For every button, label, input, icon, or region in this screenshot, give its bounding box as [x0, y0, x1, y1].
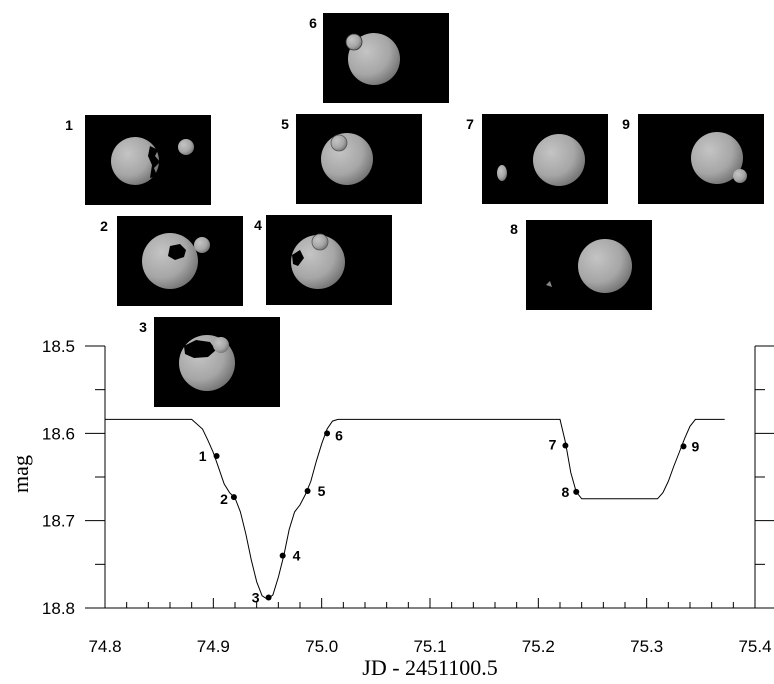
eclipse-shadow	[184, 340, 216, 358]
primary-sphere	[111, 137, 159, 185]
y-tick-label: 18.5	[42, 337, 75, 356]
eclipse-shadow	[168, 244, 186, 260]
x-tick-label: 75.2	[522, 637, 555, 656]
secondary-sphere	[546, 281, 552, 287]
phase-panel-label: 7	[466, 116, 474, 132]
phase-panel-8: 8	[510, 220, 652, 310]
phase-panel-label: 1	[65, 117, 73, 133]
eclipse-shadow	[148, 146, 160, 178]
phase-panel-9: 9	[622, 114, 764, 204]
tick-labels: 74.8 74.9 75.0 75.1 75.2 75.3 75.4 18.5 18.6 18.7…	[42, 337, 772, 656]
primary-sphere	[291, 235, 345, 289]
phase-panel-2: 2	[100, 216, 243, 306]
light-curve-line	[105, 418, 725, 600]
phase-point-1	[213, 453, 220, 460]
phase-point-label: 3	[252, 590, 260, 606]
phase-point-4	[279, 552, 286, 559]
phase-panel-label: 3	[139, 319, 147, 335]
secondary-sphere	[330, 134, 348, 152]
x-tick-label: 74.8	[88, 637, 121, 656]
phase-panel-label: 6	[309, 15, 317, 31]
secondary-sphere	[497, 165, 507, 181]
y-axis-title: mag	[8, 455, 33, 493]
phase-panel-5: 5	[281, 114, 422, 204]
x-tick-label: 75.3	[630, 637, 663, 656]
phase-point-label: 6	[335, 427, 343, 443]
x-tick-label: 75.1	[413, 637, 446, 656]
phase-panel-label: 2	[100, 218, 108, 234]
secondary-sphere	[178, 139, 194, 155]
x-tick-label: 75.4	[738, 637, 771, 656]
phase-point-9	[680, 443, 687, 450]
phase-panel-label: 5	[281, 116, 289, 132]
phase-point-label: 8	[561, 484, 569, 500]
phase-point-label: 7	[549, 437, 557, 453]
phase-point-label: 1	[199, 448, 207, 464]
phase-point-label: 4	[293, 548, 301, 564]
phase-panel-6: 6	[309, 13, 449, 103]
phase-point-8	[573, 488, 580, 495]
phase-points: 1 2 3 4 5 6 7 8 9	[199, 427, 700, 605]
phase-point-3	[265, 594, 272, 601]
eclipse-shadow	[292, 250, 304, 266]
phase-point-label: 9	[692, 438, 700, 454]
x-tick-label: 74.9	[197, 637, 230, 656]
y-tick-label: 18.8	[42, 599, 75, 618]
primary-sphere	[142, 233, 198, 289]
primary-sphere	[691, 132, 743, 184]
phase-panel-3: 3	[139, 317, 280, 407]
phase-point-5	[304, 487, 311, 494]
phase-panel-label: 9	[622, 116, 630, 132]
y-tick-label: 18.6	[42, 424, 75, 443]
phase-point-7	[562, 442, 569, 449]
phase-point-label: 5	[318, 483, 326, 499]
phase-panel-4: 4	[254, 215, 392, 305]
secondary-sphere	[213, 337, 229, 353]
secondary-sphere	[194, 237, 210, 253]
phase-point-2	[230, 494, 237, 501]
secondary-sphere	[345, 33, 363, 51]
phase-panels: 1 2 3 4	[65, 13, 764, 407]
y-tick-label: 18.7	[42, 512, 75, 531]
phase-panel-1: 1	[65, 115, 211, 205]
phase-point-6	[324, 430, 331, 437]
x-tick-label: 75.0	[305, 637, 338, 656]
phase-panel-label: 8	[510, 221, 518, 237]
primary-sphere	[533, 134, 585, 186]
phase-point-label: 2	[220, 491, 228, 507]
phase-panel-7: 7	[466, 114, 608, 204]
secondary-sphere	[311, 233, 329, 251]
secondary-sphere	[733, 169, 747, 183]
primary-sphere	[578, 239, 632, 293]
axis-ticks	[85, 345, 774, 609]
x-axis-title: JD - 2451100.5	[362, 655, 497, 680]
phase-panel-label: 4	[254, 217, 262, 233]
